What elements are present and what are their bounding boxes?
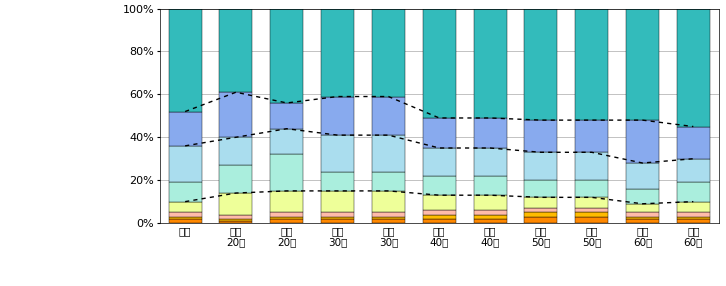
Bar	[473, 148, 507, 176]
Bar	[270, 154, 303, 191]
Bar	[473, 214, 507, 219]
Bar	[219, 165, 253, 193]
Bar	[321, 219, 354, 223]
Bar	[575, 217, 608, 223]
Bar	[473, 9, 507, 118]
Bar	[473, 219, 507, 223]
Bar	[677, 126, 710, 159]
Bar	[219, 137, 253, 165]
Bar	[168, 9, 202, 112]
Bar	[168, 219, 202, 223]
Bar	[677, 182, 710, 202]
Bar	[372, 191, 405, 212]
Bar	[626, 219, 659, 223]
Bar	[168, 182, 202, 202]
Bar	[372, 172, 405, 191]
Bar	[473, 118, 507, 148]
Bar	[270, 103, 303, 129]
Bar	[423, 219, 456, 223]
Bar	[524, 180, 558, 197]
Bar	[321, 9, 354, 96]
Bar	[168, 146, 202, 182]
Bar	[524, 212, 558, 217]
Bar	[372, 96, 405, 135]
Bar	[626, 212, 659, 217]
Bar	[423, 118, 456, 148]
Bar	[524, 217, 558, 223]
Bar	[270, 129, 303, 154]
Bar	[321, 191, 354, 212]
Bar	[626, 189, 659, 204]
Bar	[524, 120, 558, 152]
Bar	[575, 180, 608, 197]
Bar	[575, 208, 608, 212]
Bar	[423, 214, 456, 219]
Bar	[219, 9, 253, 92]
Bar	[677, 217, 710, 219]
Bar	[270, 191, 303, 212]
Bar	[372, 9, 405, 96]
Bar	[473, 176, 507, 195]
Bar	[321, 217, 354, 219]
Bar	[626, 217, 659, 219]
Bar	[524, 197, 558, 208]
Bar	[524, 152, 558, 180]
Bar	[372, 212, 405, 217]
Bar	[677, 219, 710, 223]
Bar	[423, 210, 456, 214]
Bar	[524, 208, 558, 212]
Bar	[321, 212, 354, 217]
Bar	[168, 202, 202, 212]
Bar	[677, 9, 710, 126]
Bar	[270, 219, 303, 223]
Bar	[575, 9, 608, 120]
Bar	[423, 148, 456, 176]
Bar	[168, 112, 202, 146]
Bar	[321, 96, 354, 135]
Bar	[626, 9, 659, 120]
Bar	[626, 163, 659, 189]
Bar	[575, 212, 608, 217]
Bar	[677, 159, 710, 182]
Bar	[219, 219, 253, 221]
Bar	[524, 9, 558, 120]
Bar	[575, 197, 608, 208]
Bar	[372, 217, 405, 219]
Bar	[219, 92, 253, 137]
Bar	[219, 214, 253, 219]
Bar	[677, 212, 710, 217]
Bar	[575, 120, 608, 152]
Bar	[168, 212, 202, 217]
Bar	[321, 172, 354, 191]
Bar	[575, 152, 608, 180]
Bar	[372, 219, 405, 223]
Bar	[473, 210, 507, 214]
Bar	[626, 204, 659, 212]
Bar	[677, 202, 710, 212]
Bar	[270, 9, 303, 103]
Bar	[168, 217, 202, 219]
Bar	[219, 221, 253, 223]
Bar	[219, 193, 253, 214]
Bar	[423, 176, 456, 195]
Bar	[473, 195, 507, 210]
Bar	[626, 120, 659, 163]
Bar	[270, 217, 303, 219]
Bar	[423, 9, 456, 118]
Bar	[270, 212, 303, 217]
Bar	[321, 135, 354, 172]
Bar	[423, 195, 456, 210]
Bar	[372, 135, 405, 172]
